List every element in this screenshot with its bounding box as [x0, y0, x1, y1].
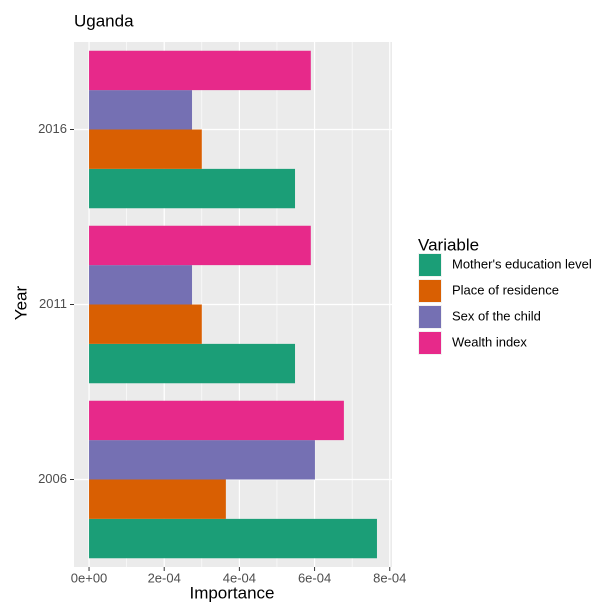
chart-title: Uganda: [74, 11, 134, 30]
legend-label: Sex of the child: [452, 308, 541, 323]
bar: [89, 479, 226, 519]
legend-title: Variable: [418, 235, 479, 254]
legend-label: Place of residence: [452, 282, 559, 297]
x-tick-label: 2e-04: [148, 570, 181, 585]
legend-swatch: [419, 332, 441, 354]
legend-swatch: [419, 306, 441, 328]
bar: [89, 129, 202, 169]
y-tick-label: 2011: [39, 296, 67, 311]
y-axis-title: Year: [11, 285, 30, 320]
legend-label: Wealth index: [452, 334, 527, 349]
bar: [89, 400, 344, 441]
bar: [89, 440, 315, 480]
legend-label: Mother's education level: [452, 256, 592, 271]
y-tick-label: 2016: [38, 121, 67, 136]
bar: [89, 168, 296, 209]
bar: [89, 304, 202, 344]
bar: [89, 225, 311, 266]
x-tick-label: 0e+00: [71, 570, 108, 585]
bar: [89, 265, 193, 305]
bar: [89, 518, 377, 559]
x-tick-label: 4e-04: [223, 570, 256, 585]
legend-swatch: [419, 280, 441, 302]
x-tick-label: 6e-04: [298, 570, 331, 585]
bar: [89, 343, 296, 384]
x-tick-label: 8e-04: [373, 570, 406, 585]
y-tick-label: 2006: [38, 471, 67, 486]
x-axis-title: Importance: [189, 583, 274, 602]
legend-swatch: [419, 254, 441, 276]
bar: [89, 90, 193, 130]
bar: [89, 50, 311, 91]
